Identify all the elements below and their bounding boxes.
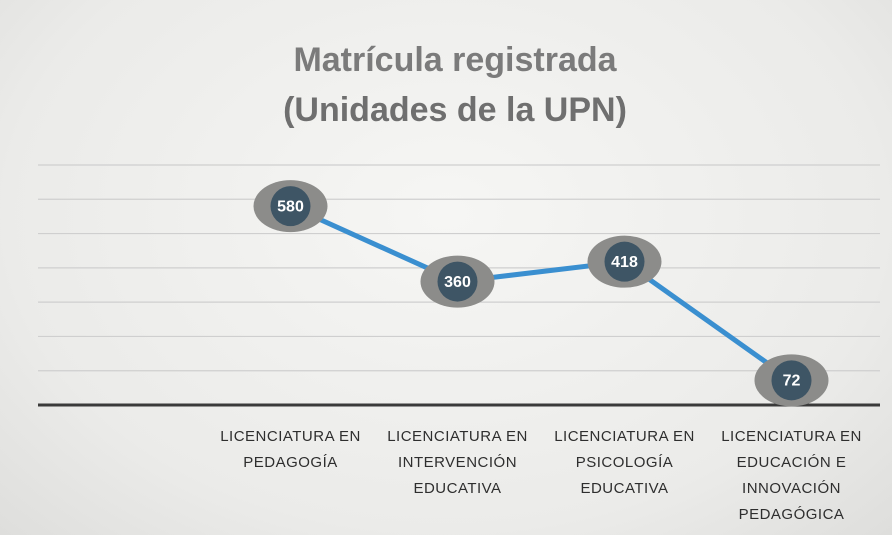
chart-title: Matrícula registrada — [293, 41, 617, 79]
data-label: 580 — [277, 198, 304, 215]
marker — [604, 241, 645, 282]
marker — [270, 186, 311, 227]
data-label: 418 — [611, 254, 638, 271]
data-label: 72 — [783, 373, 801, 390]
line — [289, 203, 793, 383]
x-tick-label: LICENCIATURA EN PSICOLOGÍA EDUCATIVA — [554, 428, 695, 497]
x-tick-label: LICENCIATURA EN EDUCACIÓN E INNOVACIÓN P… — [721, 428, 862, 523]
marker — [437, 261, 478, 302]
chart-title: (Unidades de la UPN) — [283, 91, 627, 129]
data-label: 360 — [444, 274, 471, 291]
x-tick-label: LICENCIATURA EN PEDAGOGÍA — [220, 428, 361, 471]
x-tick-label: LICENCIATURA EN INTERVENCIÓN EDUCATIVA — [387, 428, 528, 497]
marker — [771, 360, 812, 401]
